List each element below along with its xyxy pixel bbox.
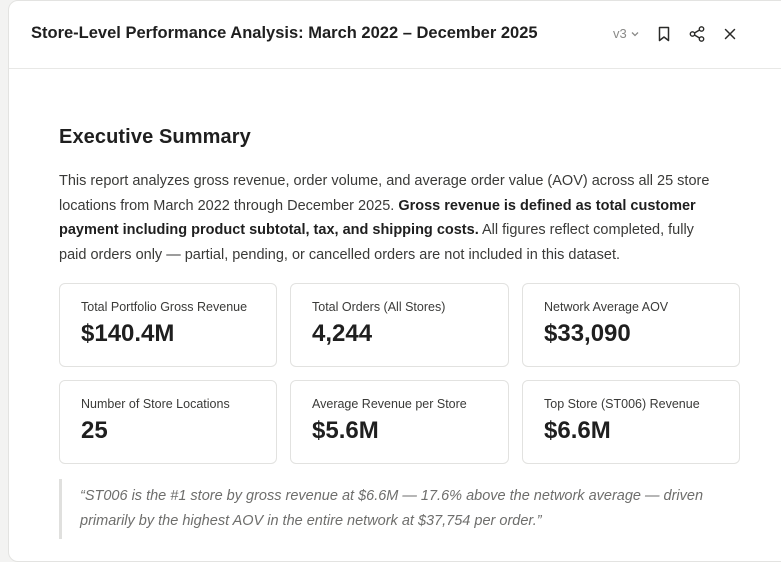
close-icon[interactable] <box>721 25 739 43</box>
report-title: Store-Level Performance Analysis: March … <box>31 24 538 42</box>
report-content: Executive Summary This report analyzes g… <box>59 126 749 539</box>
summary-paragraph: This report analyzes gross revenue, orde… <box>59 169 719 267</box>
summary-text-2: All figures reflect completed, fully pai… <box>59 222 694 263</box>
section-heading: Executive Summary <box>59 126 251 148</box>
metric-value: $140.4M <box>81 320 175 347</box>
metrics-grid: Total Portfolio Gross Revenue $140.4M To… <box>59 283 749 464</box>
report-panel: Store-Level Performance Analysis: March … <box>8 0 781 562</box>
metric-label: Total Portfolio Gross Revenue <box>81 300 248 314</box>
metric-label: Total Orders (All Stores) <box>312 300 446 314</box>
panel-header: Store-Level Performance Analysis: March … <box>9 1 781 69</box>
version-selector[interactable]: v3 <box>613 26 640 41</box>
metric-label: Network Average AOV <box>544 300 669 314</box>
summary-text-1: This report analyzes gross revenue, orde… <box>59 173 710 214</box>
chevron-down-icon <box>631 32 639 37</box>
metric-card-top-store-revenue: Top Store (ST006) Revenue $6.6M <box>522 380 740 464</box>
share-icon[interactable] <box>688 25 706 43</box>
metric-value: 4,244 <box>312 320 373 347</box>
metric-value: $5.6M <box>312 417 379 444</box>
metric-label: Average Revenue per Store <box>312 397 467 411</box>
metric-label: Number of Store Locations <box>81 397 230 411</box>
bookmark-icon[interactable] <box>655 25 673 43</box>
metric-card-avg-revenue-per-store: Average Revenue per Store $5.6M <box>290 380 509 464</box>
metric-card-network-aov: Network Average AOV $33,090 <box>522 283 740 367</box>
metric-value: $33,090 <box>544 320 631 347</box>
metric-value: $6.6M <box>544 417 611 444</box>
insight-quote: “ST006 is the #1 store by gross revenue … <box>59 479 719 539</box>
metric-label: Top Store (ST006) Revenue <box>544 397 700 411</box>
version-label: v3 <box>613 26 627 41</box>
metric-card-total-orders: Total Orders (All Stores) 4,244 <box>290 283 509 367</box>
metric-card-store-count: Number of Store Locations 25 <box>59 380 277 464</box>
metric-card-total-revenue: Total Portfolio Gross Revenue $140.4M <box>59 283 277 367</box>
summary-text-bold: Gross revenue is defined as total custom… <box>59 197 696 239</box>
metric-value: 25 <box>81 417 108 444</box>
